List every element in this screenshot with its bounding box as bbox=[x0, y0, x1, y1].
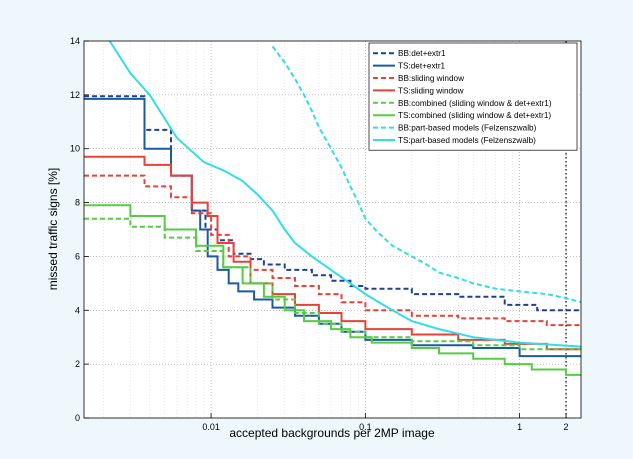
legend-entry-label: TS:det+extr1 bbox=[398, 62, 446, 71]
y-axis-label: missed traffic signs [%] bbox=[46, 168, 60, 290]
y-tick-label: 10 bbox=[70, 144, 80, 154]
y-tick-label: 2 bbox=[75, 359, 80, 369]
x-tick-label: 0.01 bbox=[202, 422, 220, 432]
legend-entry-label: BB:det+extr1 bbox=[398, 49, 446, 58]
legend-entry-label: TS:combined (sliding window & det+extr1) bbox=[398, 111, 551, 120]
x-tick-label: 0.1 bbox=[359, 422, 372, 432]
legend-box bbox=[368, 42, 578, 151]
series-line-4 bbox=[84, 155, 581, 351]
series-line-7 bbox=[271, 45, 581, 304]
legend-entry-label: TS:sliding window bbox=[398, 86, 464, 95]
x-axis-label: accepted backgrounds per 2MP image bbox=[229, 426, 435, 440]
y-tick-label: 14 bbox=[70, 36, 80, 46]
y-tick-label: 6 bbox=[75, 251, 80, 261]
legend-entry-label: TS:part-based models (Felzenszwalb) bbox=[398, 136, 536, 145]
legend-entry-label: BB:sliding window bbox=[398, 74, 464, 83]
series-line-5 bbox=[84, 217, 581, 351]
series-lines bbox=[84, 41, 581, 376]
y-tick-label: 4 bbox=[75, 305, 80, 315]
y-tick-label: 8 bbox=[75, 198, 80, 208]
x-tick-label: 1 bbox=[517, 422, 522, 432]
series-line-8 bbox=[108, 41, 581, 348]
y-tick-label: 12 bbox=[70, 90, 80, 100]
x-tick-label: 2 bbox=[564, 422, 569, 432]
legend: BB:det+extr1 TS:det+extr1 BB:sliding windo… bbox=[368, 42, 578, 151]
plot-frame bbox=[83, 40, 582, 419]
series-line-6 bbox=[84, 204, 581, 376]
legend-entry-label: BB:part-based models (Felzenszwalb) bbox=[398, 124, 537, 133]
y-tick-label: 0 bbox=[75, 413, 80, 423]
legend-entry-label: BB:combined (sliding window & det+extr1) bbox=[398, 99, 552, 108]
